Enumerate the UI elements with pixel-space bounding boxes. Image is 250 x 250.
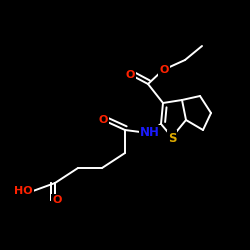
Text: O: O [125, 70, 135, 80]
Text: O: O [98, 115, 108, 125]
Text: O: O [52, 195, 62, 205]
Text: S: S [168, 132, 176, 144]
Text: HO: HO [14, 186, 33, 196]
Text: NH: NH [140, 126, 160, 140]
Text: O: O [159, 65, 169, 75]
